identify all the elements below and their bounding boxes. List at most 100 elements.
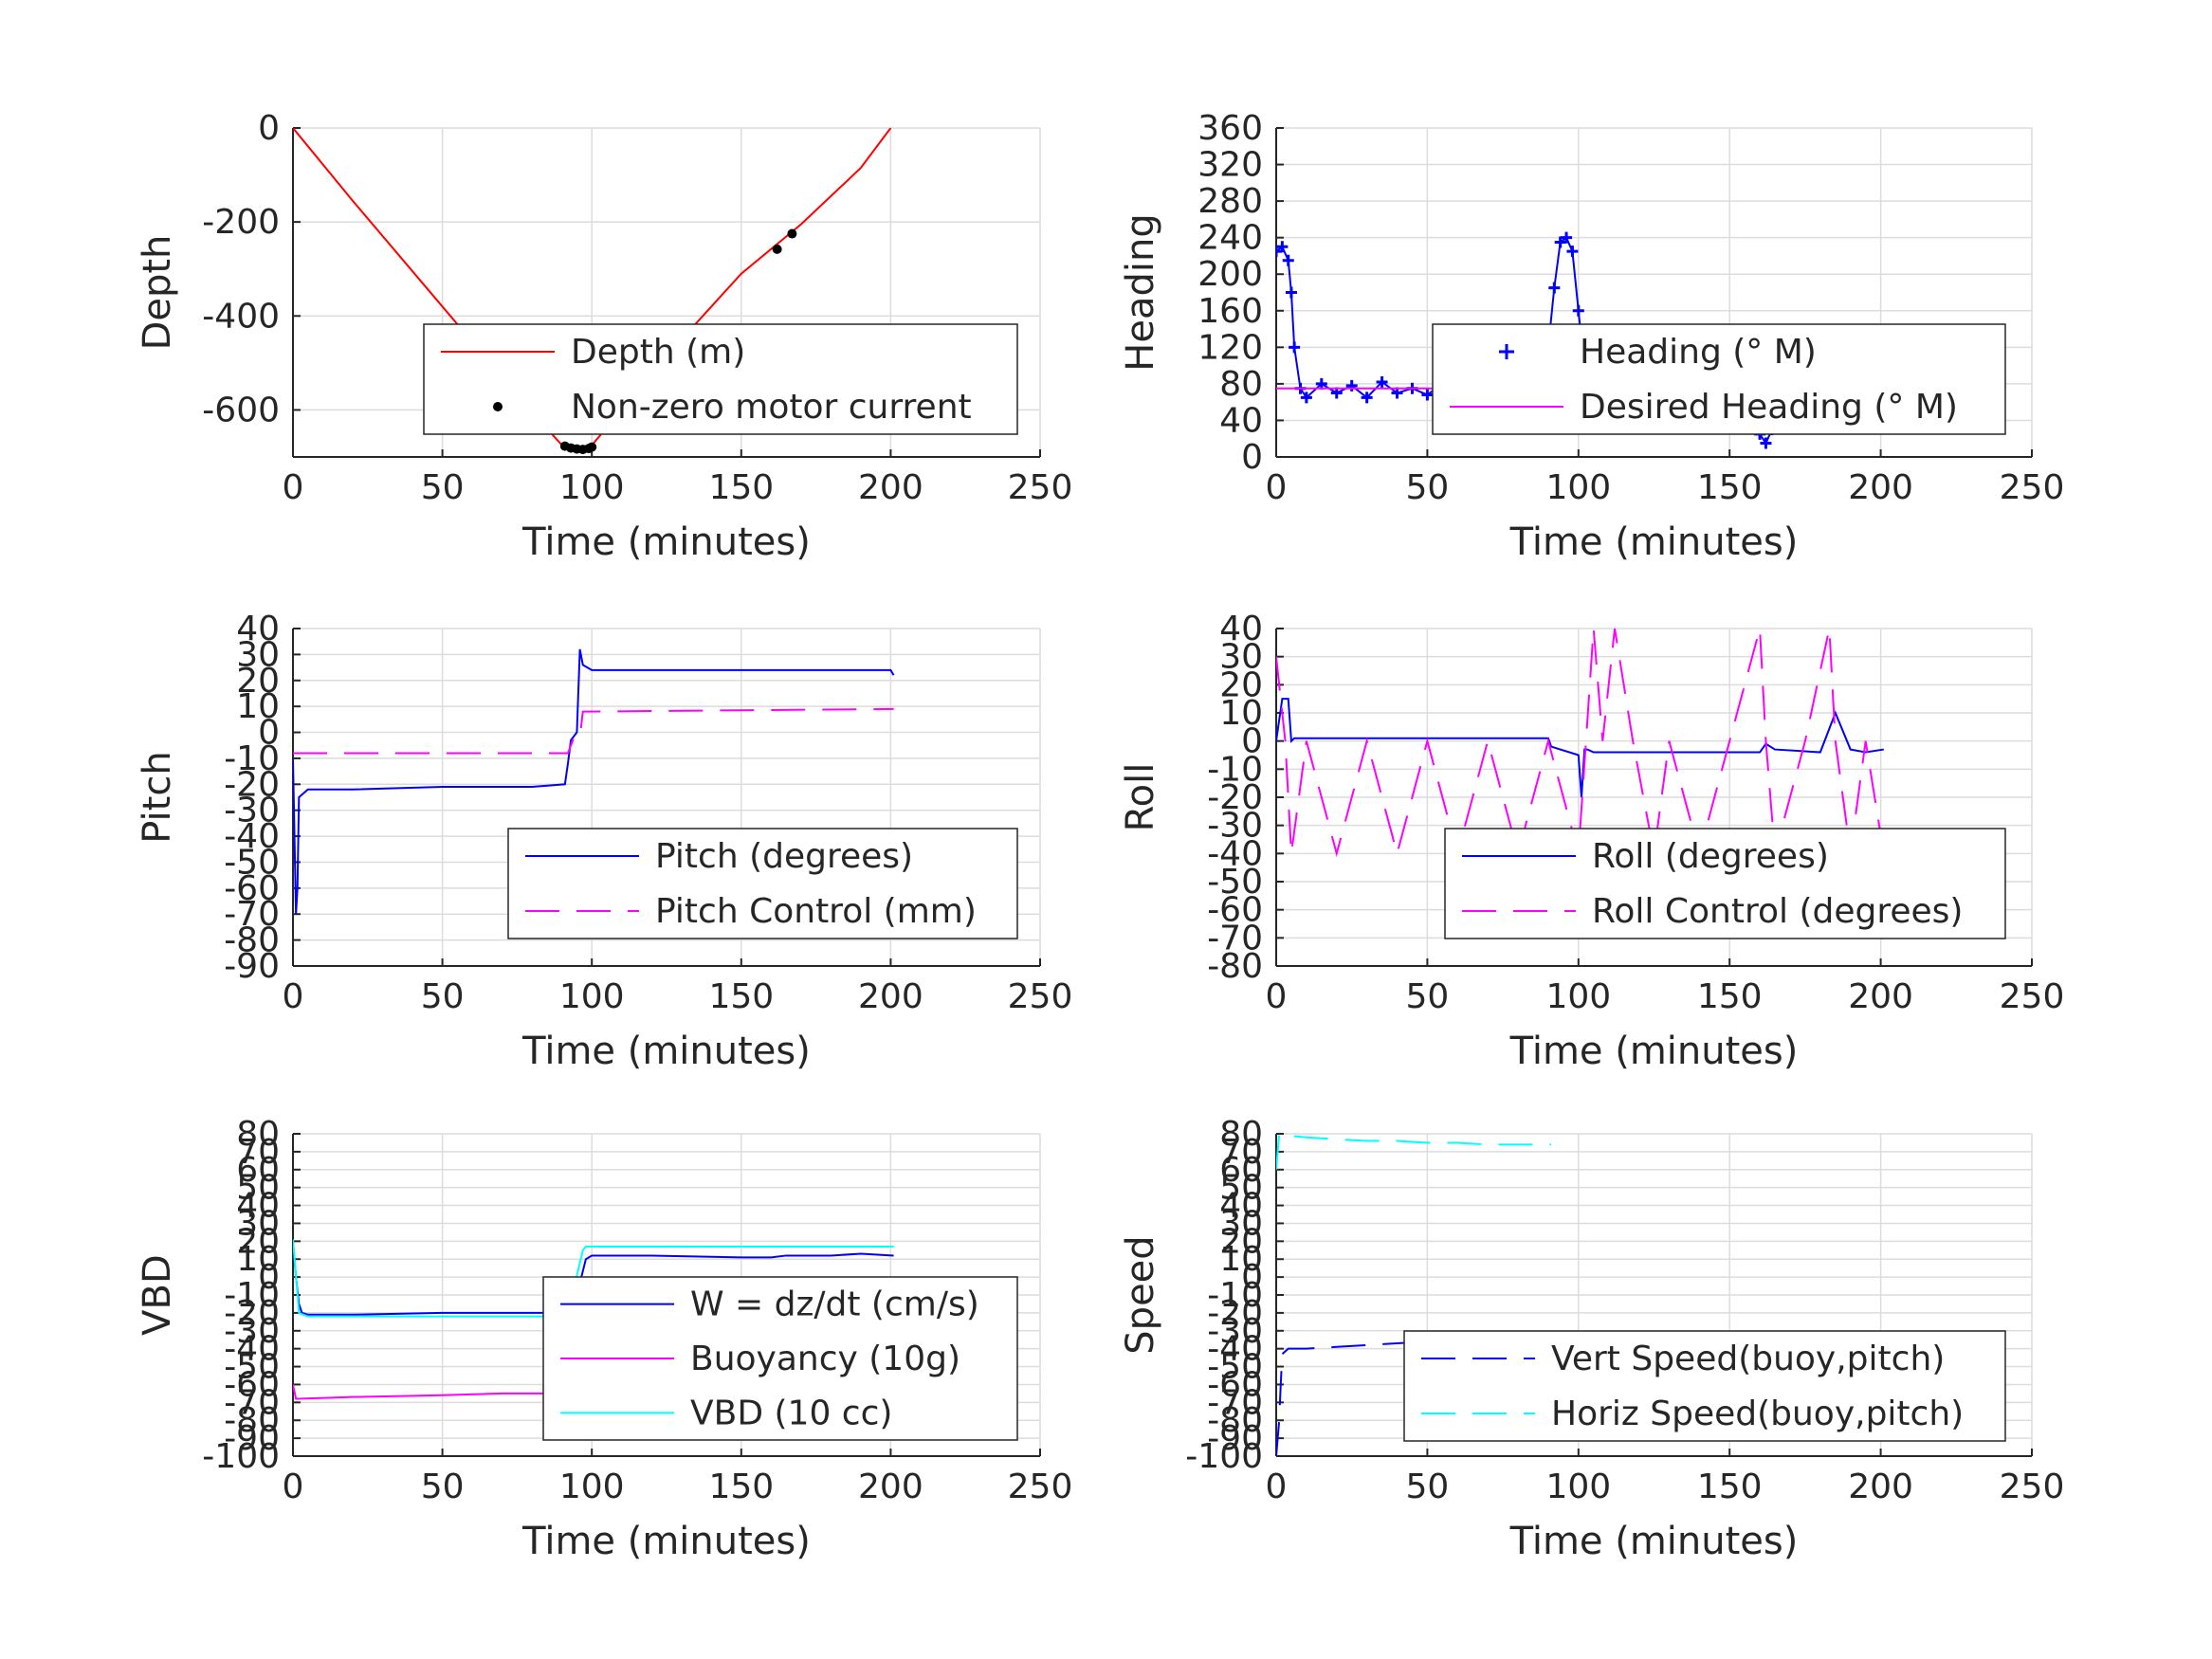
x-tick-label: 200: [858, 1468, 923, 1506]
x-tick-label: 0: [283, 1468, 304, 1506]
legend: Roll (degrees) Roll Control (degrees): [1444, 828, 2006, 939]
y-tick-label: -80: [1207, 1401, 1263, 1440]
y-tick-label: -600: [202, 391, 280, 429]
x-tick-label: 250: [2000, 977, 2065, 1016]
chart-panel-0: 0 50 100 150 200 250 0 -200 -400 -600 Time (minute…: [136, 109, 1072, 564]
legend-label: Heading (° M): [1580, 333, 1817, 372]
y-tick-label: -40: [1207, 1330, 1263, 1369]
data-point: [1300, 392, 1312, 404]
x-tick-label: 150: [1697, 977, 1763, 1016]
x-tick-label: 250: [1008, 1468, 1073, 1506]
y-tick-label: -100: [1185, 1437, 1263, 1476]
y-tick-label: -20: [224, 1294, 280, 1333]
data-point: [1548, 282, 1561, 294]
x-tick-label: 100: [559, 468, 625, 507]
data-point: [1561, 231, 1573, 244]
y-tick-label: -10: [1207, 1276, 1263, 1315]
x-axis-label: Time (minutes): [1509, 1030, 1799, 1073]
series-group: [1276, 629, 1885, 858]
x-tick-label: 150: [708, 468, 774, 507]
y-tick-label: -10: [224, 1276, 280, 1315]
x-tick-label: 200: [1848, 468, 1913, 507]
x-tick-label: 0: [283, 977, 304, 1016]
y-tick-label: -90: [224, 947, 280, 986]
x-tick-label: 200: [1848, 1468, 1913, 1506]
y-tick-label: 10: [236, 687, 280, 726]
y-tick-label: 30: [236, 635, 280, 674]
series-2-1-line: [293, 707, 894, 755]
x-tick-label: 0: [1266, 468, 1288, 507]
y-tick-label: 10: [1219, 1240, 1263, 1279]
series-2-0-line: [293, 648, 895, 915]
y-tick-label: 30: [1219, 1204, 1263, 1243]
x-axis-label: Time (minutes): [1509, 1520, 1799, 1563]
x-tick-label: 100: [1545, 468, 1611, 507]
x-tick-label: 200: [1848, 977, 1913, 1016]
y-tick-label: -30: [224, 1312, 280, 1351]
data-point: [1760, 437, 1772, 449]
series-5-0-line: [1276, 1339, 1552, 1456]
data-point: [1345, 379, 1358, 392]
y-tick-label: -20: [1207, 778, 1263, 817]
x-tick-label: 50: [1405, 1468, 1449, 1506]
y-tick-label: -30: [1207, 807, 1263, 846]
series-group: [1276, 1134, 1552, 1456]
y-tick-label: 0: [1241, 722, 1263, 761]
legend: Heading (° M) Desired Heading (° M): [1432, 323, 2006, 435]
y-tick-label: 80: [1219, 365, 1263, 404]
y-tick-label: 60: [236, 1151, 280, 1190]
y-tick-label: 160: [1197, 292, 1263, 331]
legend-label: Horiz Speed(buoy,pitch): [1551, 1395, 1964, 1433]
y-tick-label: 10: [236, 1240, 280, 1279]
x-tick-label: 50: [421, 977, 465, 1016]
y-tick-label: 20: [1219, 665, 1263, 704]
y-tick-label: -60: [1207, 891, 1263, 930]
y-tick-label: 0: [1241, 1258, 1263, 1297]
data-point: [1289, 341, 1301, 354]
legend-label: Roll (degrees): [1592, 837, 1829, 876]
y-tick-label: 240: [1197, 219, 1263, 258]
y-tick-label: -20: [224, 765, 280, 804]
data-point: [787, 228, 797, 239]
data-point: [1572, 304, 1584, 317]
y-tick-label: -50: [1207, 863, 1263, 902]
chart-panel-4: 0 50 100 150 200 250-100-90-80-70-60-50-40-30…: [136, 1115, 1072, 1563]
legend-label: Desired Heading (° M): [1580, 388, 1958, 427]
y-tick-label: -60: [224, 1365, 280, 1404]
data-point: [1276, 241, 1289, 253]
y-tick-label: -10: [224, 739, 280, 778]
y-tick-label: -100: [202, 1437, 280, 1476]
x-tick-label: 200: [858, 977, 923, 1016]
y-tick-label: -200: [202, 203, 280, 242]
y-tick-label: -80: [1207, 947, 1263, 986]
y-tick-label: -90: [1207, 1419, 1263, 1458]
y-tick-label: 20: [1219, 1222, 1263, 1261]
data-point: [1376, 375, 1388, 388]
y-tick-label: -70: [1207, 919, 1263, 957]
legend: Vert Speed(buoy,pitch) Horiz Speed(buoy,p…: [1403, 1330, 2006, 1442]
data-point: [587, 442, 597, 452]
legend-label: Pitch Control (mm): [655, 892, 977, 931]
legend-label: Pitch (degrees): [655, 837, 913, 876]
legend-label: Buoyancy (10g): [690, 1340, 960, 1378]
x-tick-label: 150: [708, 1468, 774, 1506]
y-tick-label: -30: [224, 792, 280, 830]
y-axis-label: Roll: [1119, 763, 1162, 832]
series-3-1-line: [1276, 629, 1885, 858]
data-point: [1554, 236, 1566, 248]
y-tick-label: 80: [236, 1115, 280, 1154]
y-tick-label: -90: [224, 1419, 280, 1458]
y-axis-label: Speed: [1119, 1235, 1162, 1354]
y-tick-label: -60: [1207, 1365, 1263, 1404]
data-point: [1566, 246, 1579, 258]
legend: W = dz/dt (cm/s) Buoyancy (10g) VBD (10 cc…: [542, 1276, 1018, 1441]
y-axis-label: VBD: [136, 1254, 179, 1336]
y-tick-label: -20: [1207, 1294, 1263, 1333]
y-tick-label: -80: [224, 921, 280, 960]
x-tick-label: 150: [1697, 468, 1763, 507]
y-tick-label: 30: [1219, 638, 1263, 677]
legend: Depth (m) Non-zero motor current: [423, 323, 1018, 435]
y-axis-label: Heading: [1119, 213, 1162, 371]
y-tick-label: -400: [202, 297, 280, 336]
x-axis-label: Time (minutes): [1509, 520, 1799, 564]
